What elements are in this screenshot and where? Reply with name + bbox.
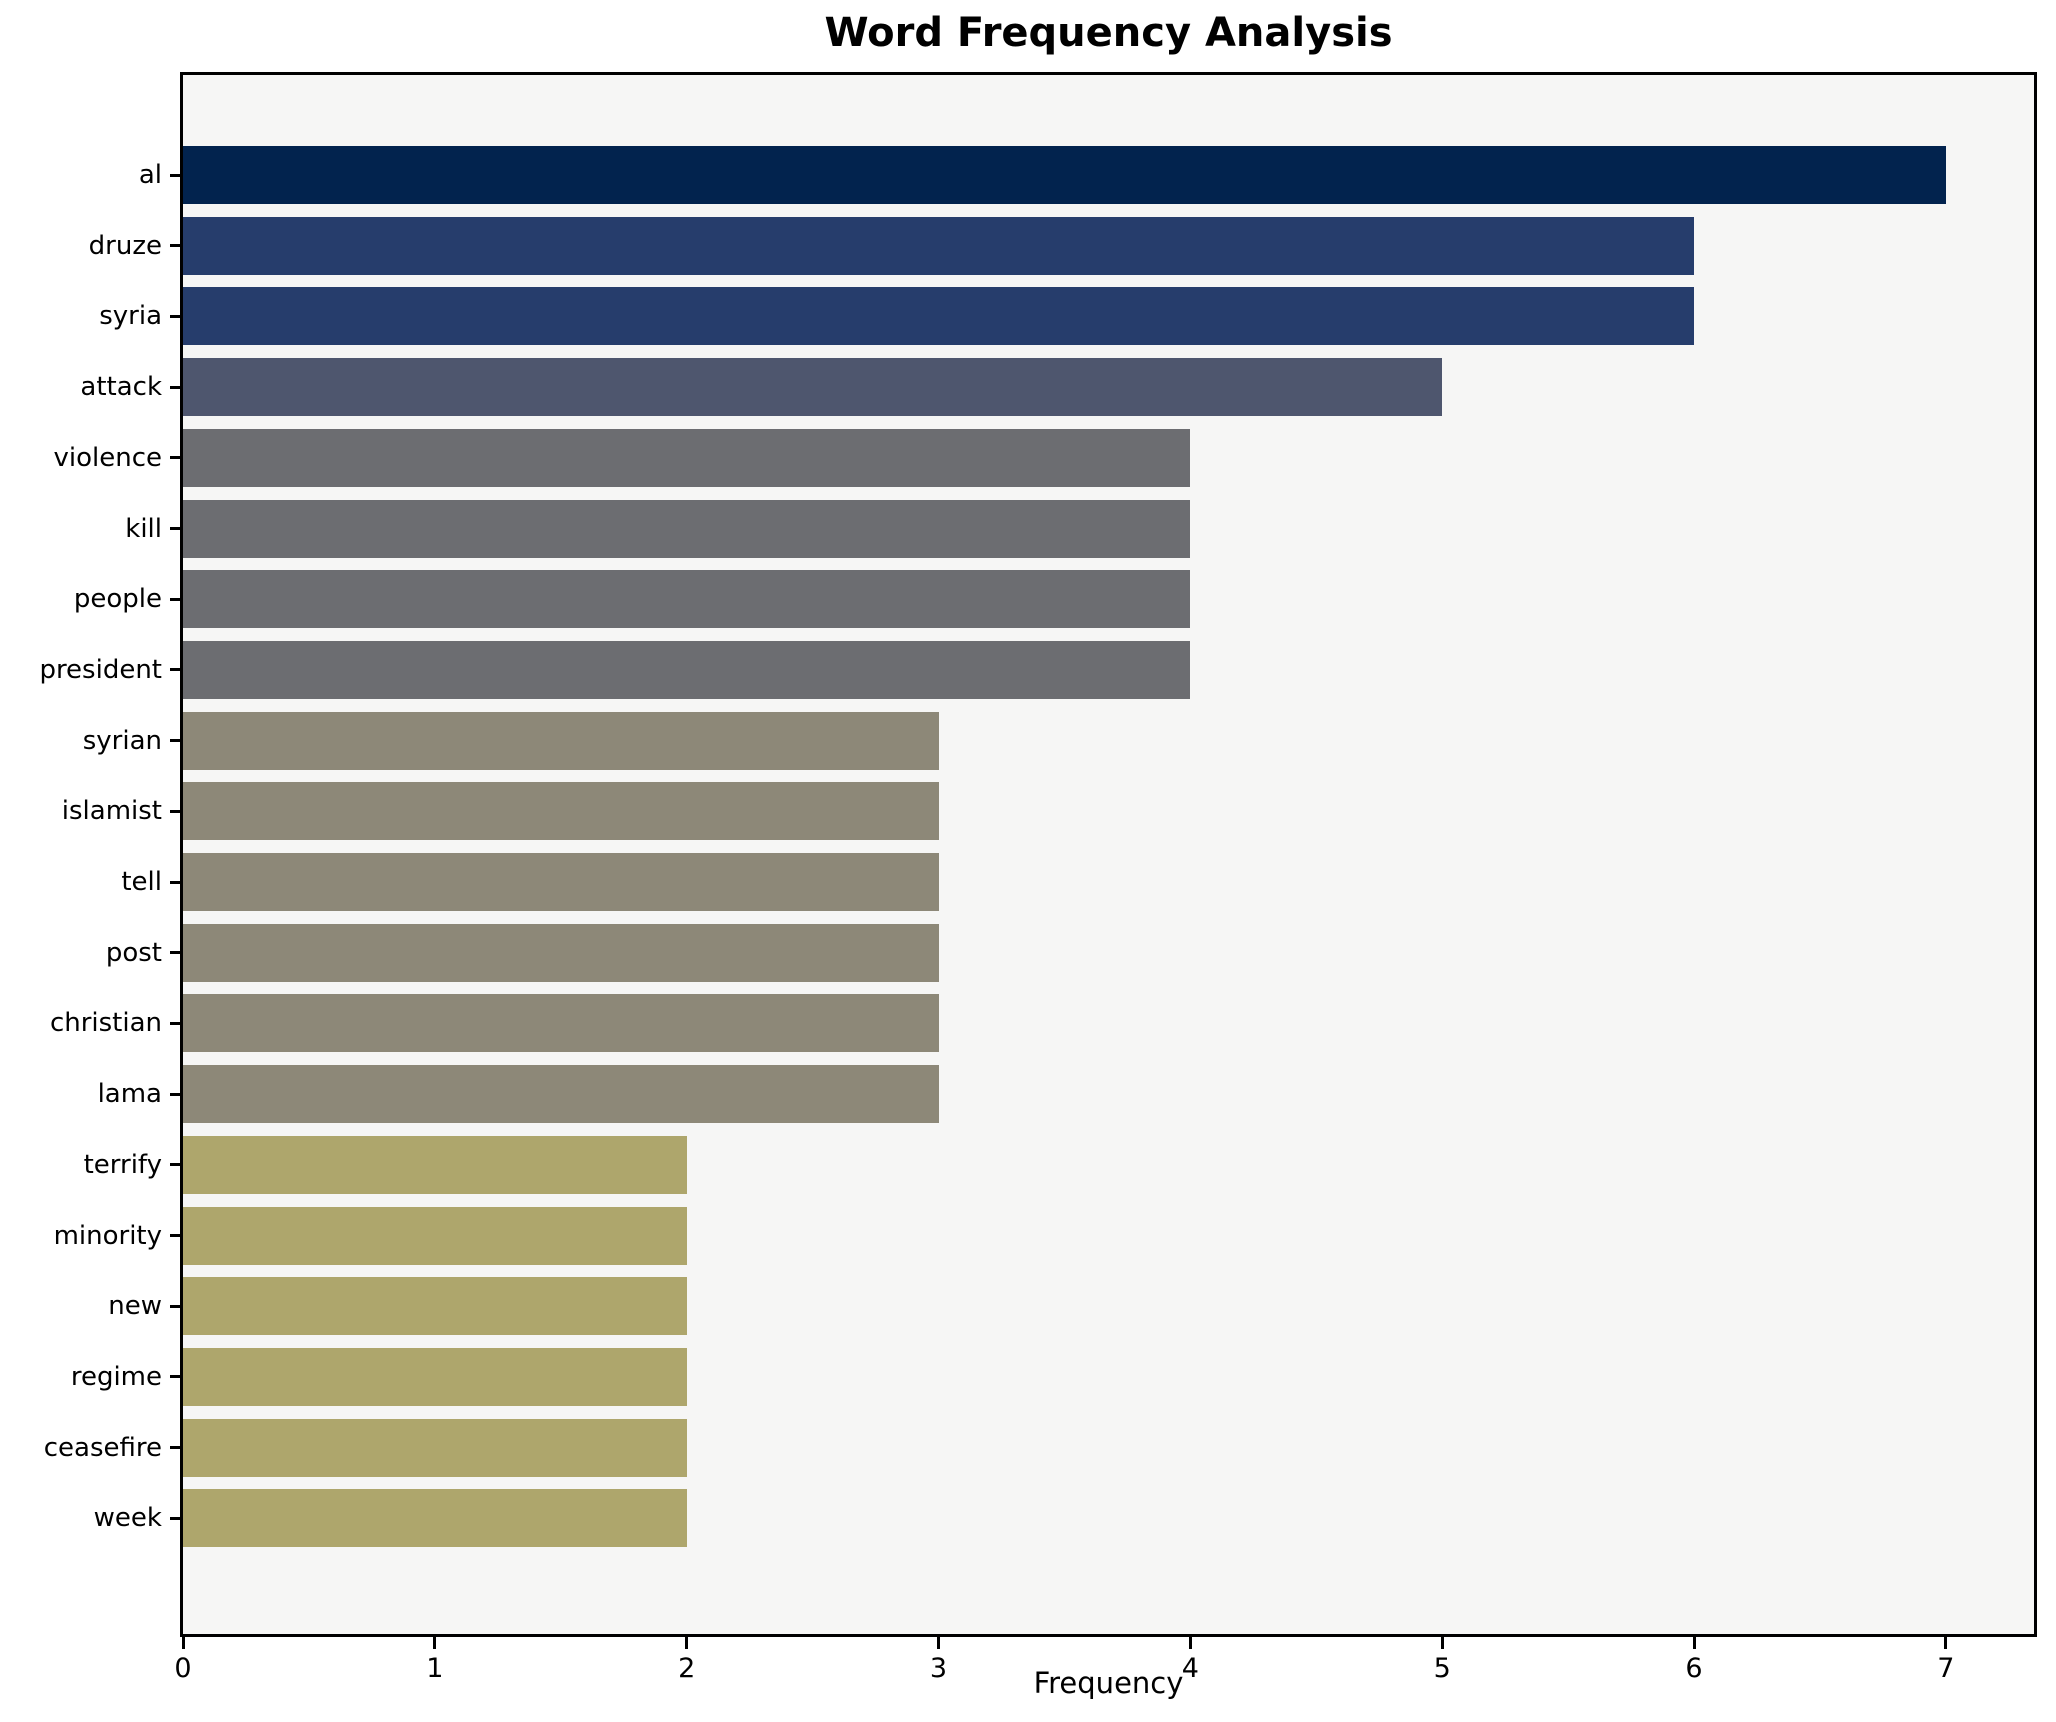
y-tick-label: lama bbox=[97, 1079, 162, 1110]
y-tick-label: post bbox=[105, 937, 162, 968]
y-tick-mark bbox=[170, 1516, 180, 1520]
y-tick-label: violence bbox=[53, 442, 162, 473]
bar-regime bbox=[183, 1347, 687, 1406]
x-tick-mark bbox=[1692, 1637, 1696, 1649]
bar-al bbox=[183, 146, 1946, 204]
y-tick-label: regime bbox=[70, 1361, 162, 1392]
bar-new bbox=[183, 1277, 687, 1336]
bar-minority bbox=[183, 1206, 687, 1265]
bar-people bbox=[183, 570, 1191, 629]
y-tick-mark bbox=[170, 314, 180, 318]
bar-terrify bbox=[183, 1135, 687, 1194]
y-tick-mark bbox=[170, 1021, 180, 1025]
bar-post bbox=[183, 923, 939, 982]
chart-title: Word Frequency Analysis bbox=[824, 10, 1393, 56]
x-tick-label: 7 bbox=[1937, 1653, 1955, 1684]
y-tick-label: people bbox=[73, 584, 162, 615]
x-tick-mark bbox=[1944, 1637, 1948, 1649]
y-tick-mark bbox=[170, 173, 180, 177]
plot-area bbox=[180, 72, 2037, 1637]
y-tick-label: week bbox=[93, 1503, 162, 1534]
x-tick-label: 6 bbox=[1685, 1653, 1703, 1684]
bar-tell bbox=[183, 853, 939, 911]
y-tick-label: druze bbox=[88, 230, 162, 261]
y-tick-label: kill bbox=[125, 513, 162, 544]
y-tick-mark bbox=[170, 244, 180, 248]
bar-week bbox=[183, 1489, 687, 1548]
y-tick-label: president bbox=[39, 654, 162, 685]
bar-druze bbox=[183, 216, 1695, 275]
bar-violence bbox=[183, 428, 1191, 487]
y-tick-label: new bbox=[108, 1291, 162, 1322]
y-tick-label: ceasefire bbox=[43, 1432, 162, 1463]
y-tick-label: christian bbox=[49, 1008, 162, 1039]
bar-attack bbox=[183, 358, 1443, 417]
y-tick-mark bbox=[170, 668, 180, 672]
bar-ceasefire bbox=[183, 1418, 687, 1477]
y-tick-label: al bbox=[138, 160, 162, 190]
y-tick-label: syrian bbox=[82, 725, 162, 756]
y-tick-mark bbox=[170, 951, 180, 955]
y-tick-mark bbox=[170, 1234, 180, 1237]
x-tick-label: 4 bbox=[1181, 1653, 1199, 1684]
x-tick-label: 1 bbox=[426, 1653, 444, 1684]
y-tick-label: terrify bbox=[83, 1149, 162, 1180]
x-tick-mark bbox=[433, 1637, 437, 1649]
x-tick-mark bbox=[1188, 1637, 1192, 1649]
y-tick-mark bbox=[170, 1163, 180, 1167]
bar-islamist bbox=[183, 782, 939, 841]
y-tick-mark bbox=[170, 739, 180, 743]
y-tick-label: attack bbox=[80, 372, 162, 403]
bar-president bbox=[183, 640, 1191, 699]
bar-christian bbox=[183, 994, 939, 1053]
bar-kill bbox=[183, 499, 1191, 558]
y-tick-label: tell bbox=[121, 867, 162, 897]
y-tick-mark bbox=[170, 1375, 180, 1379]
x-tick-mark bbox=[181, 1637, 185, 1649]
bar-syria bbox=[183, 287, 1695, 346]
x-tick-label: 2 bbox=[678, 1653, 696, 1684]
y-tick-mark bbox=[170, 1092, 180, 1096]
y-tick-label: islamist bbox=[61, 796, 162, 827]
x-tick-label: 0 bbox=[174, 1653, 192, 1684]
y-tick-label: minority bbox=[53, 1220, 162, 1251]
x-tick-mark bbox=[937, 1637, 940, 1649]
bar-lama bbox=[183, 1065, 939, 1124]
y-tick-label: syria bbox=[99, 301, 162, 332]
y-tick-mark bbox=[170, 456, 180, 460]
x-axis: 0 1 2 3 4 5 6 7 bbox=[174, 1637, 2037, 1717]
y-tick-mark bbox=[170, 880, 180, 884]
x-tick-mark bbox=[1440, 1637, 1444, 1649]
x-tick-label: 3 bbox=[929, 1653, 948, 1684]
x-tick-label: 5 bbox=[1433, 1653, 1451, 1684]
y-tick-mark bbox=[170, 1446, 180, 1450]
y-tick-mark bbox=[170, 597, 180, 601]
x-tick-mark bbox=[685, 1637, 689, 1649]
y-tick-mark bbox=[170, 809, 180, 813]
y-tick-mark bbox=[170, 527, 180, 530]
bar-syrian bbox=[183, 711, 939, 770]
y-tick-mark bbox=[170, 385, 180, 389]
x-axis-title: Frequency bbox=[1033, 1666, 1184, 1700]
y-tick-mark bbox=[170, 1304, 180, 1308]
